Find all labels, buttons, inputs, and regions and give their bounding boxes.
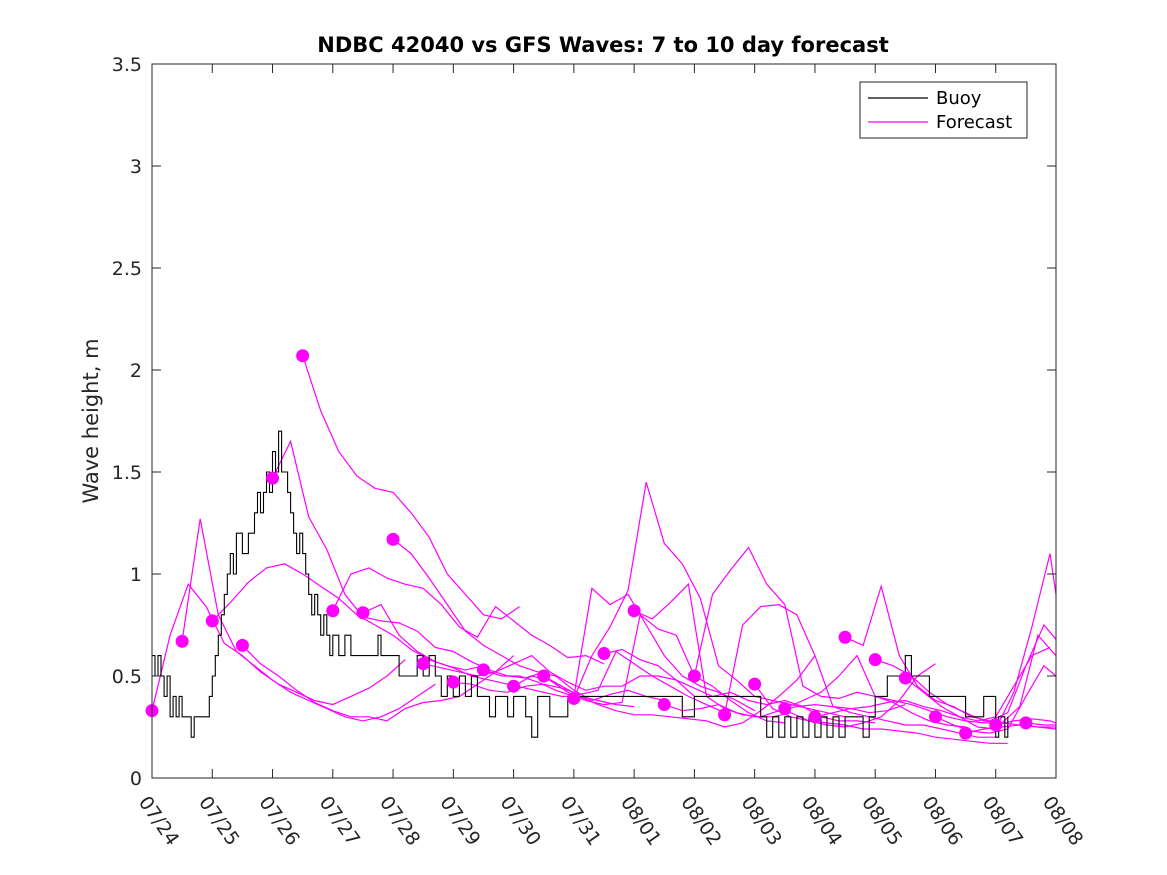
buoy-line-group bbox=[152, 430, 1009, 738]
forecast-line-4 bbox=[241, 644, 515, 722]
forecast-marker bbox=[718, 708, 732, 722]
forecast-line-7 bbox=[332, 567, 605, 665]
forecast-line-28 bbox=[965, 724, 1056, 734]
forecast-line-26 bbox=[904, 553, 1057, 730]
y-tick-label: 0.5 bbox=[112, 666, 142, 688]
y-tick-label: 1 bbox=[130, 564, 142, 586]
forecast-marker bbox=[476, 663, 490, 677]
x-tick-label: 07/30 bbox=[496, 792, 545, 849]
y-axis-label: Wave height, m bbox=[79, 338, 103, 503]
forecast-line-11 bbox=[453, 650, 725, 714]
buoy-line bbox=[152, 430, 1009, 738]
legend-buoy-label: Buoy bbox=[936, 88, 982, 109]
forecast-marker bbox=[808, 710, 822, 724]
forecast-line-20 bbox=[723, 603, 996, 738]
forecast-marker bbox=[446, 675, 460, 689]
plot-area bbox=[152, 64, 1056, 778]
plot-background bbox=[152, 64, 1056, 778]
forecast-marker bbox=[928, 710, 942, 724]
forecast-marker bbox=[657, 698, 671, 712]
legend-forecast-label: Forecast bbox=[936, 112, 1012, 133]
x-tick-label: 07/28 bbox=[375, 792, 424, 849]
forecast-marker bbox=[1019, 716, 1033, 730]
y-tick-label: 2.5 bbox=[112, 258, 142, 280]
forecast-marker bbox=[507, 679, 521, 693]
forecast-marker bbox=[989, 718, 1003, 732]
forecast-marker bbox=[356, 606, 370, 620]
forecast-marker bbox=[537, 669, 551, 683]
x-tick-label: 08/02 bbox=[676, 792, 725, 849]
y-tick-label: 3 bbox=[130, 156, 142, 178]
forecast-marker bbox=[235, 638, 249, 652]
forecast-markers bbox=[145, 349, 1033, 740]
forecast-marker bbox=[868, 653, 882, 667]
forecast-marker bbox=[687, 669, 701, 683]
x-tick-label: 07/24 bbox=[134, 792, 183, 849]
x-tick-label: 07/25 bbox=[194, 792, 243, 849]
forecast-marker bbox=[838, 630, 852, 644]
forecast-line-17 bbox=[633, 582, 906, 718]
x-tick-label: 07/31 bbox=[556, 792, 605, 849]
forecast-line-10 bbox=[423, 654, 695, 697]
forecast-marker bbox=[205, 614, 219, 628]
forecast-marker bbox=[959, 726, 973, 740]
forecast-marker bbox=[416, 657, 430, 671]
y-tick-label: 2 bbox=[130, 360, 142, 382]
forecast-line-2 bbox=[181, 518, 436, 722]
x-tick-label: 08/04 bbox=[797, 792, 846, 849]
forecast-line-5 bbox=[271, 439, 544, 679]
legend-box bbox=[859, 81, 1028, 139]
x-tick-label: 07/26 bbox=[254, 792, 303, 849]
forecast-marker bbox=[175, 634, 189, 648]
x-tick-label: 08/01 bbox=[616, 792, 665, 849]
y-tick-label: 3.5 bbox=[112, 54, 142, 76]
forecast-marker bbox=[778, 702, 792, 716]
y-tick-label: 0 bbox=[130, 768, 142, 790]
forecast-line-9 bbox=[392, 538, 665, 702]
forecast-marker bbox=[386, 532, 400, 546]
x-tick-label: 08/08 bbox=[1038, 792, 1087, 849]
forecast-marker bbox=[627, 604, 641, 618]
chart-title: NDBC 42040 vs GFS Waves: 7 to 10 day for… bbox=[317, 33, 888, 57]
forecast-marker bbox=[597, 647, 611, 661]
x-tick-label: 07/29 bbox=[435, 792, 484, 849]
x-tick-label: 08/07 bbox=[978, 792, 1027, 849]
forecast-marker bbox=[567, 691, 581, 705]
legend: Buoy Forecast bbox=[859, 81, 1028, 139]
x-tick-label: 08/03 bbox=[737, 792, 786, 849]
forecast-marker bbox=[748, 677, 762, 691]
x-tick-label: 08/06 bbox=[917, 792, 966, 849]
forecast-marker bbox=[266, 471, 280, 485]
x-tick-label: 08/05 bbox=[857, 792, 906, 849]
forecast-marker bbox=[898, 671, 912, 685]
forecast-marker bbox=[296, 349, 310, 363]
forecast-line-23 bbox=[814, 646, 1051, 722]
forecast-line-13 bbox=[513, 613, 785, 724]
forecast-line-24 bbox=[844, 583, 1057, 722]
axes-box bbox=[151, 63, 1057, 779]
forecast-line-6 bbox=[302, 355, 520, 620]
x-tick-label: 07/27 bbox=[315, 792, 364, 849]
forecast-marker bbox=[326, 604, 340, 618]
y-tick-label: 1.5 bbox=[112, 462, 142, 484]
forecast-line-12 bbox=[483, 587, 755, 712]
